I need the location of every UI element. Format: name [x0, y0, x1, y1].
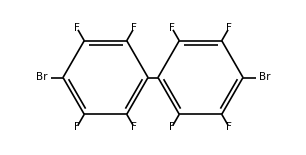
Text: F: F: [169, 23, 175, 33]
Text: F: F: [131, 122, 137, 132]
Text: F: F: [74, 23, 80, 33]
Text: F: F: [131, 23, 137, 33]
Text: Br: Br: [36, 73, 47, 82]
Text: F: F: [169, 122, 175, 132]
Text: F: F: [226, 122, 232, 132]
Text: Br: Br: [259, 73, 270, 82]
Text: F: F: [226, 23, 232, 33]
Text: F: F: [74, 122, 80, 132]
